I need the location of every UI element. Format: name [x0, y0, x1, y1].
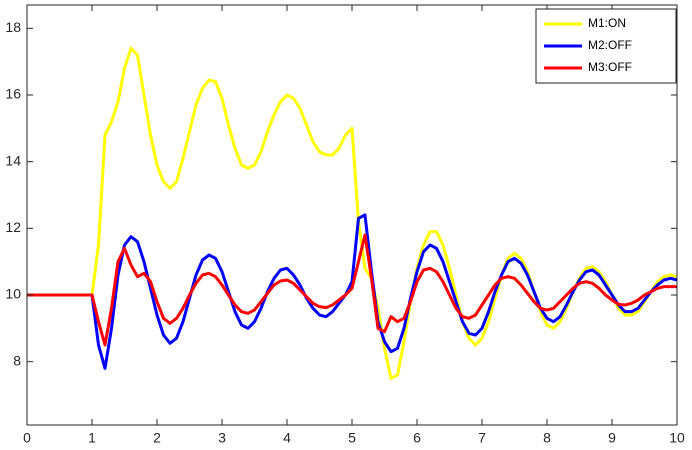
y-tick-label: 10: [5, 286, 21, 302]
x-tick-label: 7: [478, 430, 486, 446]
legend-label: M3:OFF: [588, 60, 632, 74]
legend: M1:ON M2:OFF M3:OFF: [535, 8, 677, 84]
y-tick-label: 8: [13, 352, 21, 368]
x-tick-label: 1: [88, 430, 96, 446]
x-tick-label: 3: [218, 430, 226, 446]
x-tick-label: 6: [413, 430, 421, 446]
series-line: [27, 46, 678, 380]
x-tick-label: 5: [348, 430, 356, 446]
y-tick-label: 12: [5, 219, 21, 235]
x-tick-label: 9: [608, 430, 616, 446]
x-tick-label: 2: [153, 430, 161, 446]
series-line: [27, 233, 677, 347]
y-tick-label: 14: [5, 152, 21, 168]
x-tick-label: 0: [23, 430, 31, 446]
legend-label: M1:ON: [588, 16, 626, 30]
legend-label: M2:OFF: [588, 38, 632, 52]
y-tick-label: 18: [5, 19, 21, 35]
x-tick-label: 8: [543, 430, 551, 446]
series-line: [27, 213, 678, 370]
x-tick-label: 10: [669, 430, 685, 446]
legend-box: [535, 8, 677, 84]
y-tick-label: 16: [5, 86, 21, 102]
x-tick-label: 4: [283, 430, 291, 446]
